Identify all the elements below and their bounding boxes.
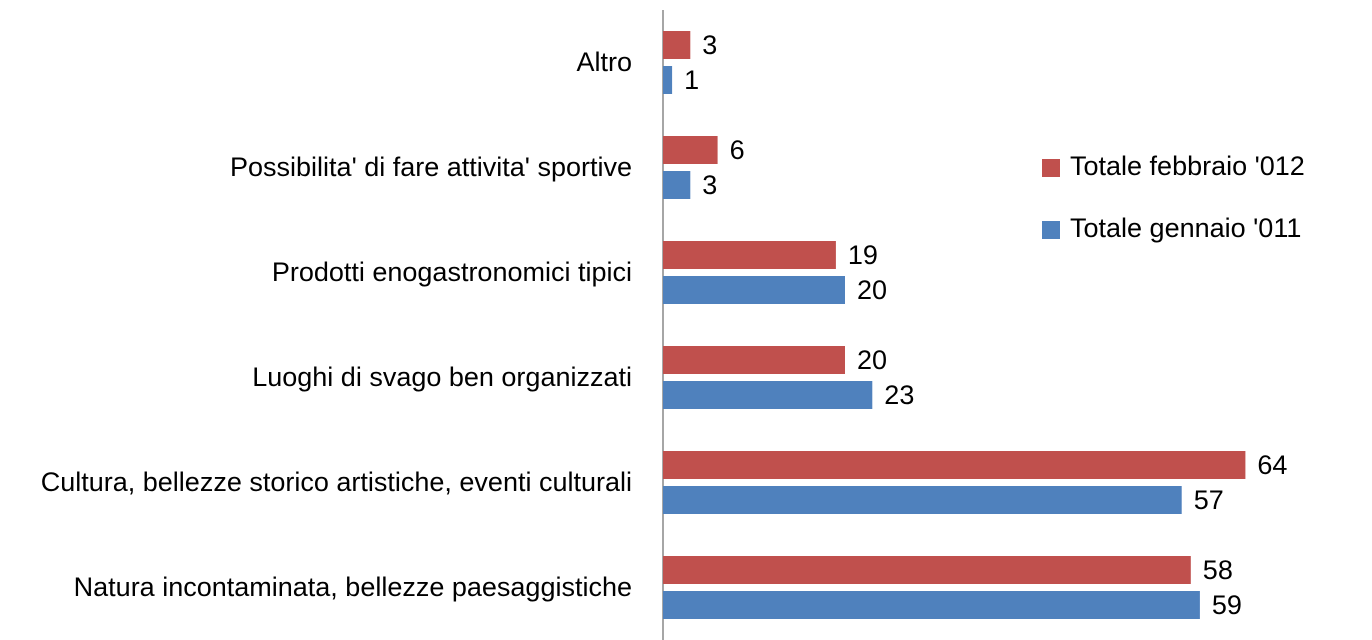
category-label: Prodotti enogastronomici tipici bbox=[271, 257, 632, 287]
bar bbox=[663, 346, 845, 374]
value-label: 58 bbox=[1203, 555, 1233, 585]
category-label: Cultura, bellezze storico artistiche, ev… bbox=[40, 467, 632, 497]
bar bbox=[663, 136, 718, 164]
value-label: 3 bbox=[702, 30, 717, 60]
legend-label: Totale gennaio '011 bbox=[1070, 213, 1301, 243]
bar bbox=[663, 66, 673, 94]
value-label: 20 bbox=[857, 345, 887, 375]
value-label: 23 bbox=[884, 380, 914, 410]
value-label: 6 bbox=[730, 135, 745, 165]
bar bbox=[663, 591, 1200, 619]
value-label: 57 bbox=[1194, 485, 1224, 515]
bar bbox=[663, 451, 1246, 479]
category-label: Possibilita' di fare attivita' sportive bbox=[230, 152, 632, 182]
bar bbox=[663, 171, 691, 199]
bar bbox=[663, 486, 1182, 514]
value-label: 19 bbox=[848, 240, 878, 270]
bar bbox=[663, 381, 873, 409]
legend-label: Totale febbraio '012 bbox=[1070, 151, 1305, 181]
value-label: 3 bbox=[702, 170, 717, 200]
bar bbox=[663, 31, 691, 59]
value-label: 59 bbox=[1212, 590, 1242, 620]
category-label: Luoghi di svago ben organizzati bbox=[252, 362, 632, 392]
legend-swatch bbox=[1042, 221, 1060, 239]
bar bbox=[663, 241, 836, 269]
category-label: Natura incontaminata, bellezze paesaggis… bbox=[73, 572, 632, 602]
value-label: 20 bbox=[857, 275, 887, 305]
bar bbox=[663, 556, 1191, 584]
legend-swatch bbox=[1042, 159, 1060, 177]
category-label: Altro bbox=[576, 47, 632, 77]
value-label: 1 bbox=[684, 65, 699, 95]
value-label: 64 bbox=[1257, 450, 1287, 480]
bar bbox=[663, 276, 845, 304]
